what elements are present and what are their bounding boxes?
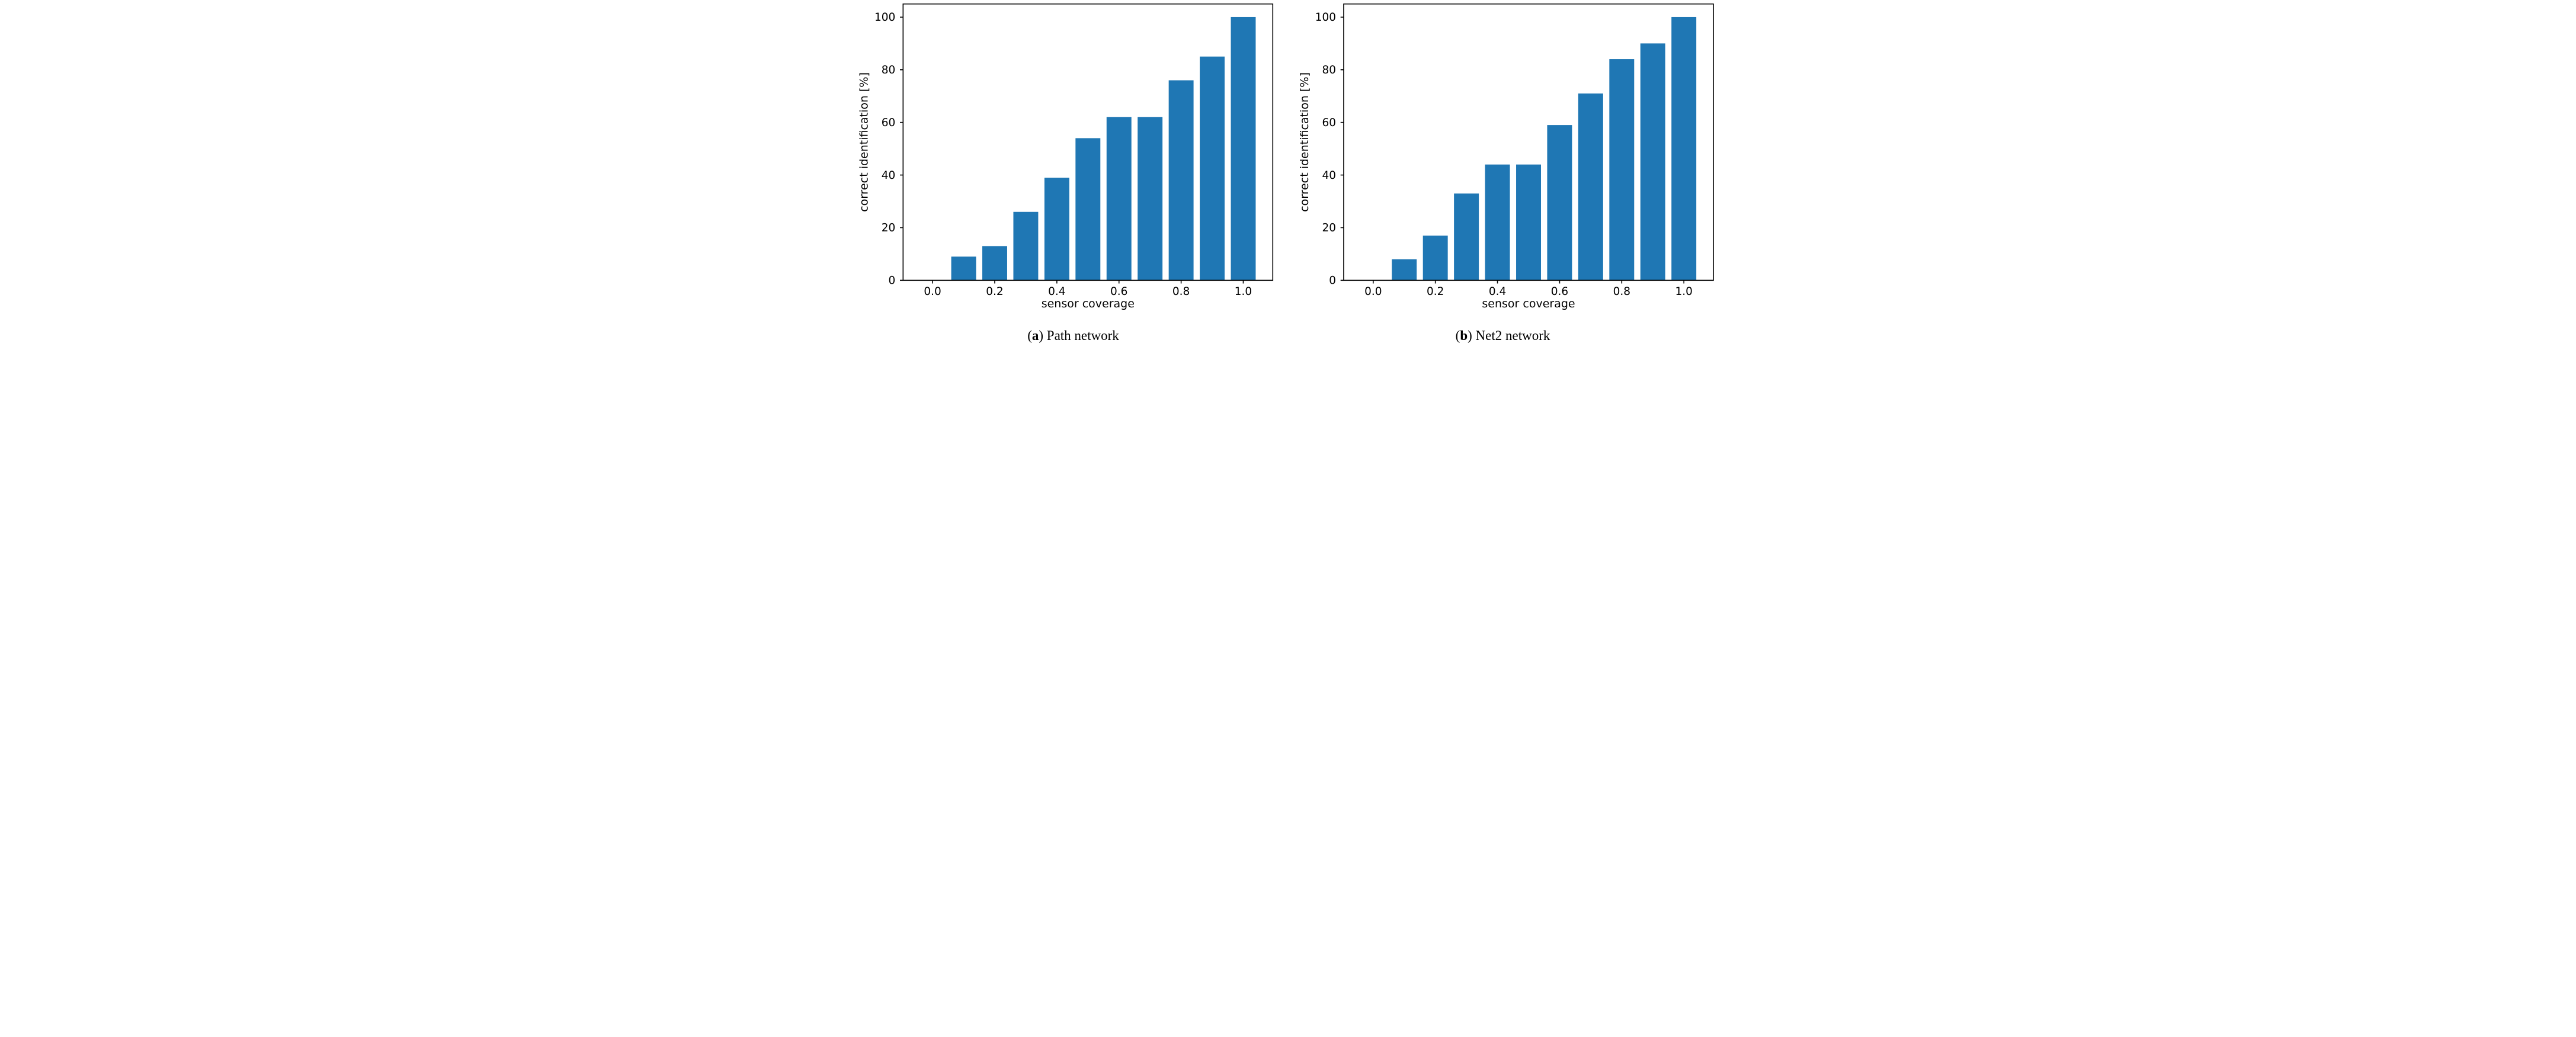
bar-x-0.2	[1422, 235, 1448, 281]
bar-chart-path-network: 0.0 0.2 0.4 0.6 0.8 1.0 0 20 40 60 80 100 sensor cov…	[858, 3, 1274, 310]
caption-b-open-paren: (	[1455, 328, 1460, 343]
y-tick-label: 0	[889, 275, 896, 287]
x-tick-label: 0.0	[1364, 285, 1382, 298]
x-tick-label: 0.8	[1613, 285, 1630, 298]
bar-x-0.4	[1044, 177, 1069, 281]
bar-x-0.5	[1075, 138, 1101, 281]
bar-x-0.1	[1392, 259, 1417, 281]
y-tick-label: 20	[882, 222, 896, 235]
plot-border	[902, 3, 1274, 281]
y-axis-label: correct identification [%]	[858, 72, 870, 212]
x-axis-label: sensor coverage	[1482, 297, 1575, 310]
x-tick-label: 0.8	[1172, 285, 1190, 298]
caption-a-text: Path network	[1046, 328, 1119, 343]
bar-x-0.3	[1013, 211, 1039, 281]
y-tick-label: 80	[882, 64, 896, 76]
y-tick-label: 80	[1322, 64, 1336, 76]
bar-x-0.1	[951, 256, 976, 281]
bar-x-0.7	[1138, 117, 1163, 281]
x-axis-label: sensor coverage	[1042, 297, 1135, 310]
caption-a: (a) Path network	[858, 328, 1288, 343]
y-tick-label: 60	[882, 117, 896, 129]
caption-b: (b) Net2 network	[1288, 328, 1718, 343]
x-tick-label: 0.4	[1489, 285, 1506, 298]
x-tick-label: 0.6	[1110, 285, 1127, 298]
figure-canvas: 0.0 0.2 0.4 0.6 0.8 1.0 0 20 40 60 80 100 sensor cov…	[858, 0, 1718, 346]
x-tick-label: 0.0	[924, 285, 941, 298]
x-tick-label: 0.2	[1427, 285, 1444, 298]
bar-x-0.8	[1168, 80, 1194, 281]
bar-x-0.6	[1547, 125, 1572, 281]
x-tick-label: 0.4	[1048, 285, 1065, 298]
y-tick-label: 40	[882, 169, 896, 182]
bar-x-1	[1231, 17, 1256, 281]
y-axis-label: correct identification [%]	[1298, 72, 1311, 212]
caption-b-close-paren: )	[1468, 328, 1472, 343]
panel-a: 0.0 0.2 0.4 0.6 0.8 1.0 0 20 40 60 80 100 sensor cov…	[858, 0, 1288, 346]
y-tick-label: 60	[1322, 117, 1336, 129]
bar-x-0.9	[1640, 43, 1665, 281]
caption-a-close-paren: )	[1039, 328, 1044, 343]
bar-x-0.7	[1578, 93, 1603, 281]
caption-b-text: Net2 network	[1475, 328, 1550, 343]
bar-x-0.4	[1485, 164, 1510, 281]
panel-b: 0.0 0.2 0.4 0.6 0.8 1.0 0 20 40 60 80 100 sensor cov…	[1288, 0, 1718, 346]
x-tick-label: 0.2	[986, 285, 1003, 298]
plot-border	[1343, 3, 1714, 281]
bar-x-0.5	[1516, 164, 1541, 281]
caption-a-open-paren: (	[1027, 328, 1032, 343]
bar-x-0.6	[1106, 117, 1132, 281]
bar-x-0.9	[1200, 56, 1225, 281]
y-tick-label: 0	[1329, 275, 1336, 287]
bar-chart-net2-network: 0.0 0.2 0.4 0.6 0.8 1.0 0 20 40 60 80 100 sensor cov…	[1298, 3, 1714, 310]
x-tick-label: 1.0	[1675, 285, 1692, 298]
y-tick-label: 40	[1322, 169, 1336, 182]
x-tick-label: 1.0	[1235, 285, 1252, 298]
y-tick-label: 20	[1322, 222, 1336, 235]
caption-a-letter: a	[1031, 328, 1039, 343]
bar-x-0.2	[982, 246, 1007, 281]
caption-b-letter: b	[1460, 328, 1468, 343]
y-tick-label: 100	[1315, 11, 1336, 24]
y-tick-label: 100	[874, 11, 895, 24]
bar-x-1	[1671, 17, 1697, 281]
bar-x-0.3	[1454, 193, 1479, 281]
x-tick-label: 0.6	[1551, 285, 1568, 298]
bar-x-0.8	[1609, 59, 1635, 281]
